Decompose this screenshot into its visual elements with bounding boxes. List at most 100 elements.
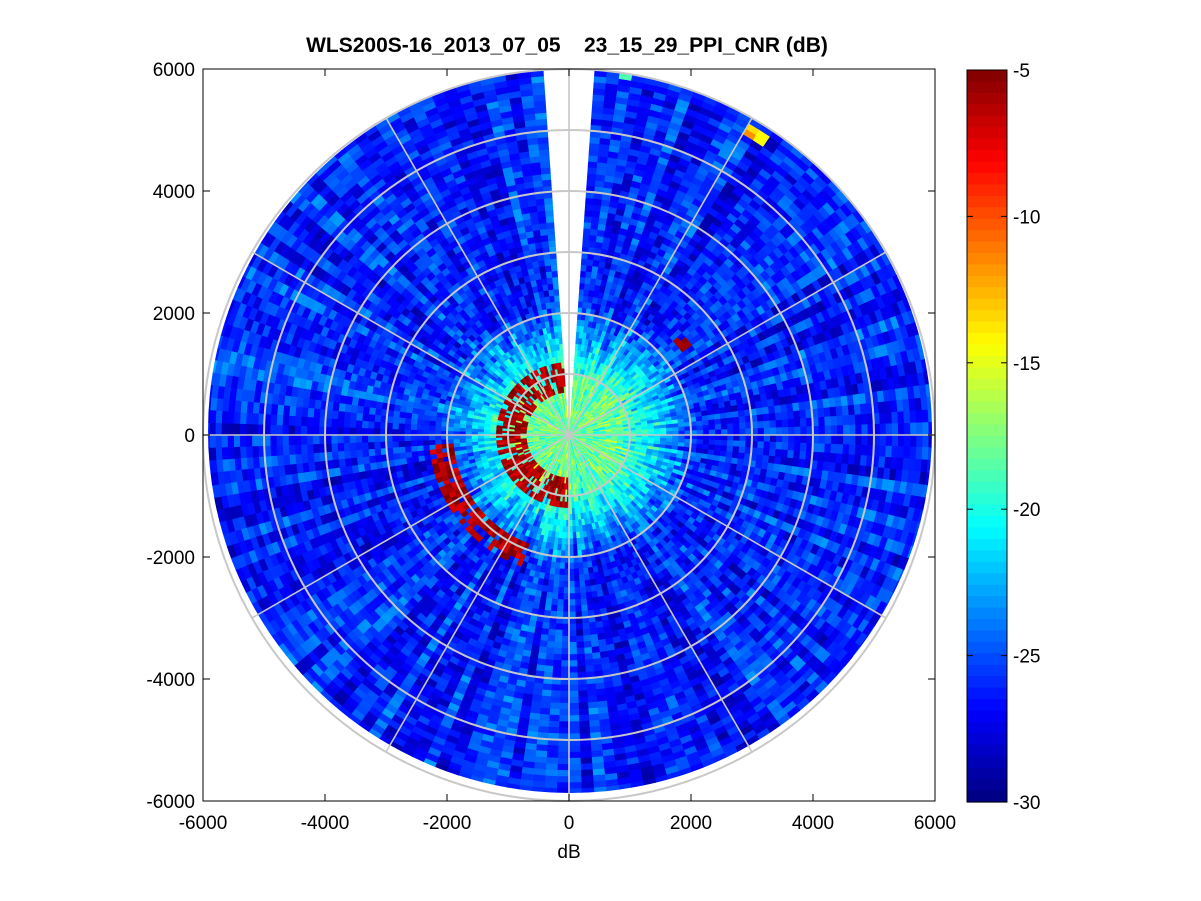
heatmap-cell (787, 411, 795, 421)
heatmap-cell (836, 425, 844, 436)
heatmap-cell (763, 420, 771, 429)
heatmap-cell (782, 427, 789, 436)
heatmap-cell (897, 434, 905, 448)
heatmap-cell (799, 442, 808, 452)
heatmap-cell (769, 420, 777, 429)
heatmap-cell (841, 453, 850, 465)
heatmap-cell (781, 419, 789, 428)
heatmap-cell (916, 434, 924, 448)
heatmap-cell (787, 442, 795, 452)
heatmap-cell (847, 454, 856, 466)
heatmap-cell (677, 422, 685, 428)
heatmap-cell (726, 445, 734, 453)
heatmap-cell (903, 410, 911, 424)
heatmap-cell (788, 434, 796, 444)
heatmap-cell (841, 405, 850, 417)
heatmap-cell (580, 264, 588, 272)
heatmap-cell (726, 440, 734, 447)
heatmap-cell (739, 434, 747, 442)
heatmap-cell (774, 449, 783, 458)
heatmap-cell (714, 424, 722, 431)
heatmap-cell (824, 425, 832, 436)
heatmap-cell (817, 452, 825, 463)
heatmap-cell (584, 203, 594, 211)
heatmap-cell (793, 410, 801, 420)
heatmap-cell (720, 440, 728, 447)
heatmap-cell (702, 420, 710, 426)
heatmap-cell (897, 446, 905, 459)
heatmap-cell (794, 434, 802, 444)
heatmap-cell (757, 421, 765, 429)
heatmap-cell (800, 434, 808, 444)
heatmap-cell (824, 443, 832, 454)
heatmap-cell (583, 215, 593, 223)
heatmap-cell (843, 434, 850, 446)
heatmap-cell (732, 446, 740, 454)
heatmap-cell (762, 448, 771, 457)
heatmap-cell (768, 412, 777, 422)
heatmap-cell (726, 417, 734, 425)
heatmap-cell (903, 446, 911, 460)
heatmap-cell (707, 414, 715, 421)
heatmap-cell (586, 173, 597, 181)
heatmap-cell (818, 416, 826, 427)
heatmap-cell (720, 418, 728, 425)
heatmap-cell (885, 445, 893, 458)
heatmap-cell (708, 424, 716, 431)
heatmap-cell (849, 434, 857, 446)
heatmap-cell (587, 160, 599, 169)
heatmap-cell (582, 233, 591, 242)
heatmap-cell (725, 411, 734, 419)
heatmap-cell (738, 446, 746, 454)
heatmap-cell (763, 427, 771, 436)
heatmap-cell (726, 423, 734, 430)
heatmap-cell (586, 258, 594, 267)
heatmap-cell (824, 434, 832, 445)
heatmap-cell (830, 434, 838, 445)
heatmap-cell (799, 418, 808, 428)
heatmap-cell (854, 444, 862, 456)
heatmap-cell (793, 418, 801, 428)
heatmap-cell (762, 413, 771, 422)
heatmap-cell (879, 412, 887, 425)
heatmap-cell (579, 276, 586, 284)
heatmap-cell (781, 411, 789, 421)
heatmap-cell (885, 412, 893, 425)
heatmap-cell (800, 426, 808, 436)
heatmap-cell (581, 239, 590, 248)
heatmap-cell (787, 418, 795, 428)
heatmap-cell (769, 434, 777, 443)
heatmap-cell (756, 414, 765, 423)
heatmap-cell (799, 409, 807, 420)
heatmap-cell (708, 419, 716, 426)
heatmap-cell (587, 154, 599, 163)
heatmap-cell (830, 415, 838, 427)
heatmap-cell (903, 422, 911, 436)
heatmap-cell (855, 424, 863, 436)
heatmap-cell (782, 434, 789, 443)
heatmap-cell (583, 221, 592, 230)
heatmap-cell (854, 414, 862, 426)
heatmap-cell (818, 434, 826, 445)
heatmap-cell (774, 412, 783, 421)
heatmap-cell (781, 449, 789, 459)
heatmap-cell (739, 440, 747, 448)
heatmap-cell (702, 439, 710, 446)
heatmap-cell (842, 415, 850, 426)
heatmap-cell (843, 424, 850, 436)
heatmap-cell (708, 439, 716, 446)
heatmap-cell (847, 404, 856, 416)
heatmap-cell (733, 434, 741, 442)
heatmap-cell (848, 414, 856, 426)
heatmap-cell (732, 440, 741, 448)
heatmap-cell (761, 455, 770, 464)
heatmap-cell (727, 434, 735, 442)
heatmap-cell (921, 447, 929, 461)
heatmap-cell (589, 234, 598, 243)
heatmap-cell (910, 434, 918, 448)
heatmap-cell (848, 444, 856, 456)
heatmap-cell (817, 407, 825, 418)
heatmap-cell (696, 420, 704, 427)
heatmap-cell (787, 449, 795, 459)
